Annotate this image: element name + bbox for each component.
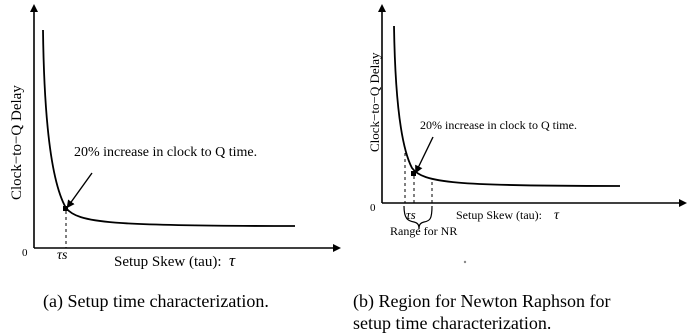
setup-point-a [63, 206, 68, 211]
stray-dot-b [463, 260, 467, 264]
caption-a: (a) Setup time characterization. [43, 291, 269, 311]
tau-symbol-b: τ [554, 208, 560, 223]
origin-label-a: 0 [22, 247, 28, 259]
y-axis-label-b: Clock−to−Q Delay [367, 52, 382, 152]
setup-point-b [411, 171, 416, 176]
delay-curve-a [42, 29, 296, 227]
tau-s-label-b: τs [406, 207, 416, 222]
annotation-arrow-b [415, 136, 434, 174]
caption-b: (b) Region for Newton Raphson for setup … [353, 290, 697, 334]
x-axis-label-a: Setup Skew (tau): [114, 254, 221, 270]
x-axis-label-b: Setup Skew (tau): [456, 208, 542, 222]
origin-label-b: 0 [370, 202, 376, 214]
range-label-b: Range for NR [390, 224, 457, 238]
tau-symbol-a: τ [229, 251, 236, 270]
panel-a: 0 Clock−to−Q Delay 20% increase in clock… [9, 4, 341, 270]
annotation-arrow-a [66, 172, 93, 209]
caption-b-line2: setup time characterization. [353, 313, 552, 333]
tau-s-label-a: τs [57, 248, 68, 263]
delay-curve-b [393, 25, 621, 187]
caption-b-line1: (b) Region for Newton Raphson for [353, 291, 611, 311]
annotation-text-a: 20% increase in clock to Q time. [74, 145, 257, 160]
y-axis-label-a: Clock−to−Q Delay [9, 85, 25, 200]
panel-b: 0 Clock−to−Q Delay 20% increase in clock… [367, 4, 687, 264]
annotation-text-b: 20% increase in clock to Q time. [420, 118, 577, 132]
range-brace-b [403, 205, 433, 230]
